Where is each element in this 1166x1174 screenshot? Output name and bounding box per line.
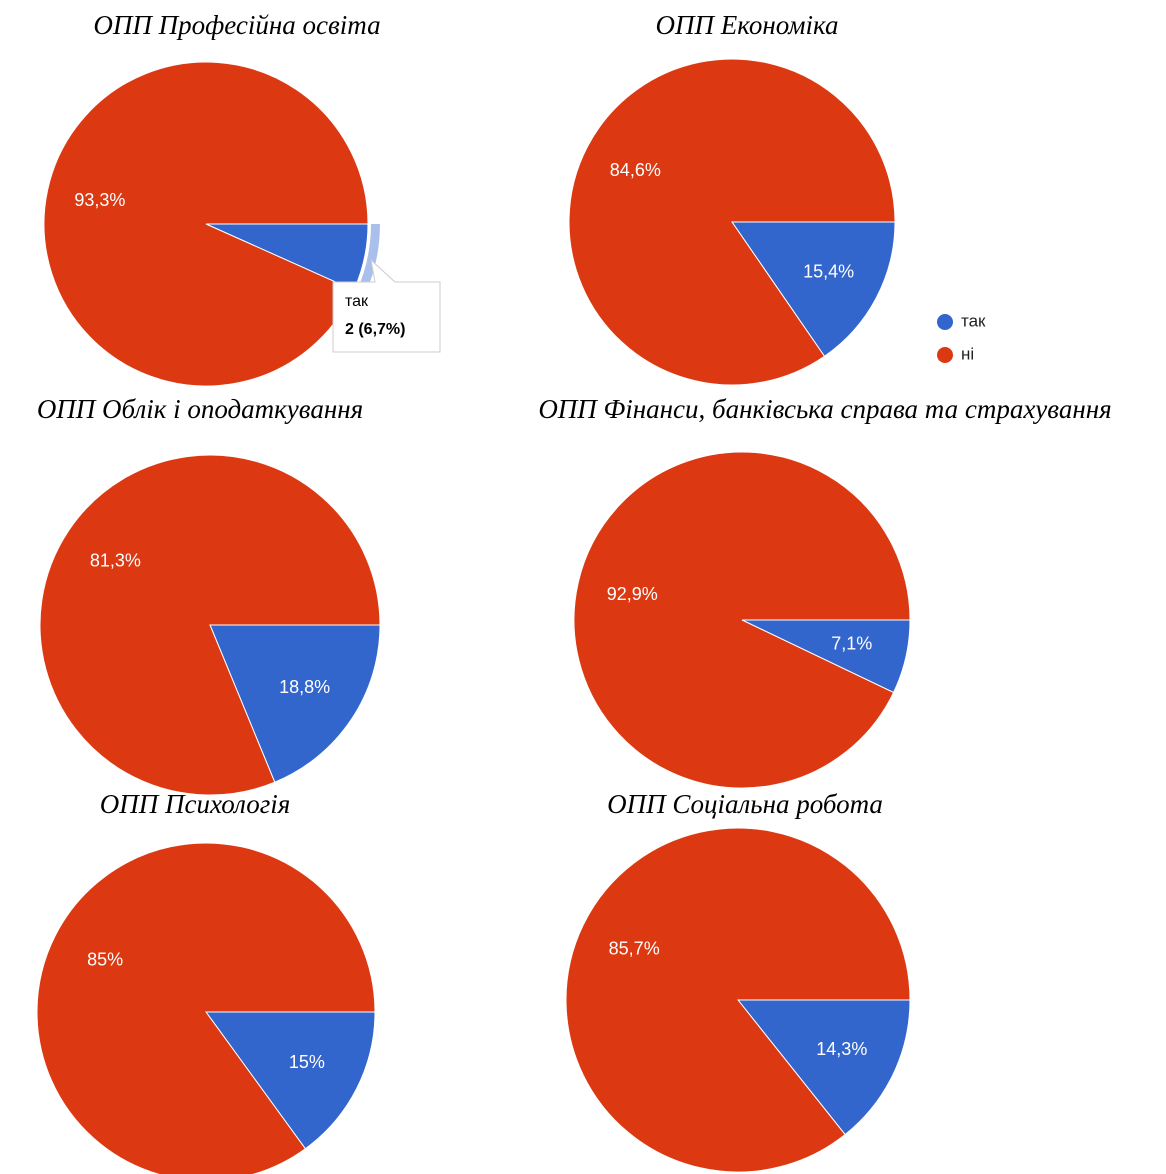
slice-label: 85,7% <box>609 939 660 959</box>
slice-highlight <box>356 224 380 296</box>
pie-slice <box>573 451 911 789</box>
pie-slice <box>731 221 896 357</box>
slice-label: 81,3% <box>90 550 141 570</box>
pie-slice <box>736 999 911 1136</box>
pie-slice <box>568 58 896 386</box>
pie-chart: ОПП Облік і оподаткування 18,8% 81,3% <box>37 394 381 796</box>
pie-chart: ОПП Економіка 15,4% 84,6% так ні <box>568 10 986 386</box>
chart-title: ОПП Облік і оподаткування <box>37 394 363 424</box>
slice-label: 93,3% <box>74 190 125 210</box>
pie-chart: ОПП Фінанси, банківська справа та страху… <box>538 394 1112 789</box>
tooltip: так 2 (6,7%) <box>332 258 441 353</box>
pie-slice <box>209 624 381 783</box>
slice-label: 15,4% <box>803 262 854 282</box>
chart-title: ОПП Економіка <box>656 10 839 40</box>
slice-label: 85% <box>87 949 123 969</box>
chart-title: ОПП Соціальна робота <box>607 789 883 819</box>
slice-label: 15% <box>289 1052 325 1072</box>
legend-label: ні <box>961 344 974 363</box>
slice-label: 92,9% <box>607 584 658 604</box>
slice-label: 18,8% <box>279 677 330 697</box>
pie-slice <box>43 61 369 387</box>
pie-slice <box>36 842 376 1174</box>
tooltip-category: так <box>345 293 369 310</box>
tooltip-value: 2 (6,7%) <box>345 321 405 338</box>
chart-title: ОПП Психологія <box>100 789 291 819</box>
chart-title: ОПП Професійна освіта <box>93 10 380 40</box>
legend-swatch <box>937 347 953 363</box>
pie-slice <box>565 827 911 1173</box>
pie-chart: ОПП Соціальна робота 14,3% 85,7% <box>565 789 911 1173</box>
pie-slice <box>205 1011 376 1150</box>
slice-label: 14,3% <box>816 1039 867 1059</box>
pie-chart: ОПП Психологія 15% 85% <box>36 789 376 1174</box>
legend-swatch <box>937 314 953 330</box>
chart-title: ОПП Фінанси, банківська справа та страху… <box>538 394 1111 424</box>
pie-chart: ОПП Професійна освіта 93,3% так 2 (6,7%) <box>43 10 441 387</box>
tooltip-box <box>332 258 441 353</box>
slice-label: 7,1% <box>831 634 872 654</box>
legend-label: так <box>961 311 986 330</box>
slice-label: 84,6% <box>610 160 661 180</box>
pie-slice <box>39 454 381 796</box>
